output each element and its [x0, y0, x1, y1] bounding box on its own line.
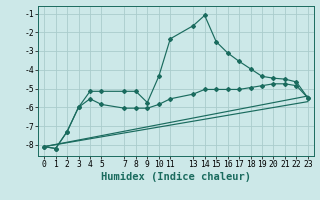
- X-axis label: Humidex (Indice chaleur): Humidex (Indice chaleur): [101, 172, 251, 182]
